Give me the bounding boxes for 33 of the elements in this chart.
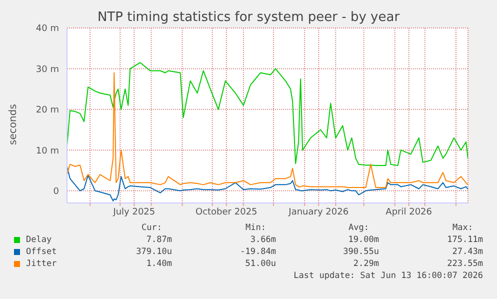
text: Min: [244,223,266,233]
text: 27.43m [451,247,483,257]
legend-label: Offset [26,247,57,257]
text: 19.00m [347,235,379,245]
text: 3.66m [249,235,276,245]
y-tick-label: 30 m [36,64,59,75]
text: Avg: [348,223,369,233]
line-series [67,62,468,166]
y-axis-title: seconds [8,104,19,145]
y-tick-label: 40 m [36,24,59,34]
x-tick-label: October 2025 [196,207,258,218]
x-tick-label: January 2026 [288,207,349,218]
text: 7.87m [145,235,172,245]
x-tick-label: July 2025 [112,207,156,218]
text: Max: [452,223,473,233]
text: 51.00u [244,259,276,269]
y-tick-label: 0 [53,186,60,197]
chart-title: NTP timing statistics for system peer - by year [96,10,401,25]
text: Last update: Sat Jun 13 16:00:07 2026 [294,271,483,281]
text: 1.40m [145,259,172,269]
text: 2.29m [352,259,379,269]
y-tick-label: 10 m [36,146,59,156]
y-tick-label: 20 m [36,106,59,116]
legend-label: Jitter [26,259,57,269]
line-series [67,72,468,188]
text: 390.55u [342,247,379,257]
text: 223.55m [446,259,483,269]
text: 175.11m [446,235,483,245]
text: Cur: [140,223,162,233]
text: 379.10u [135,247,172,257]
legend-label: Delay [26,235,52,245]
text: -19.84m [239,247,276,257]
x-tick-label: April 2026 [386,207,432,218]
